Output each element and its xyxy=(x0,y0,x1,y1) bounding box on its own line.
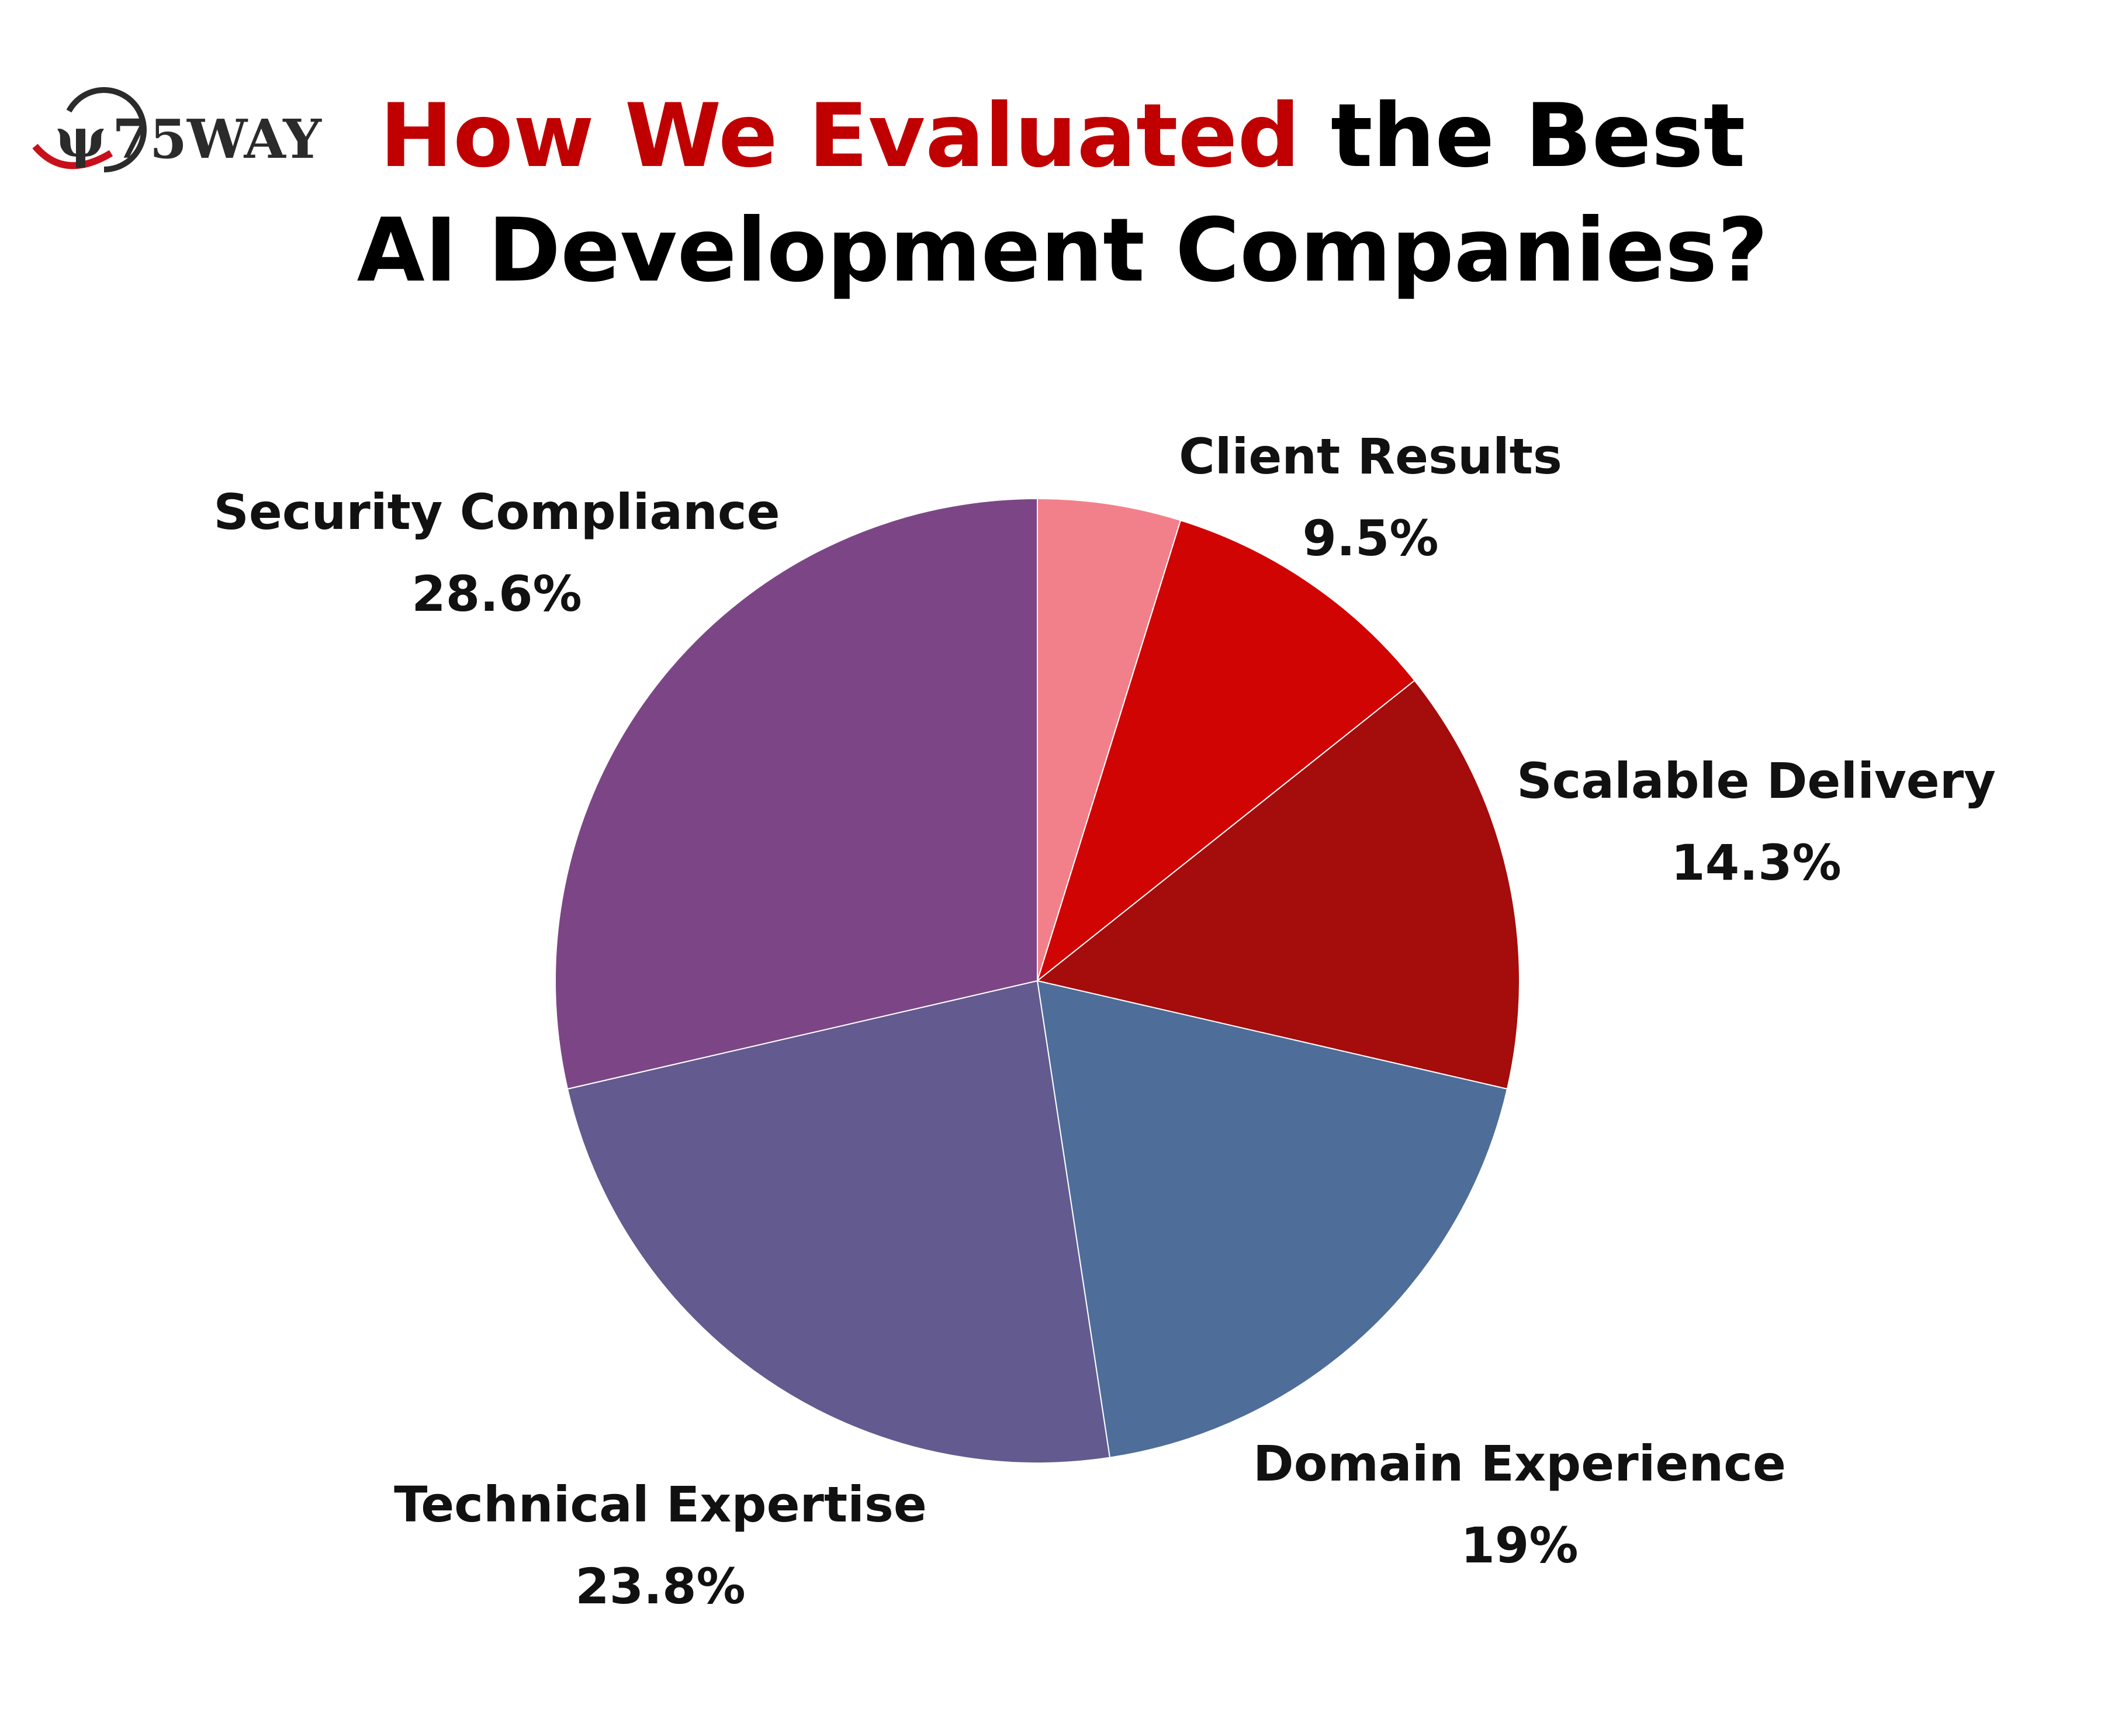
brand-logo: ψ 75WAY xyxy=(32,87,322,172)
logo-glyph-icon: ψ xyxy=(56,106,106,170)
pie-slice-unlabeled xyxy=(1037,497,1182,981)
pie-slice-domain-experience xyxy=(1036,980,1508,1458)
page-title-line-1: How We Evaluated the Best xyxy=(380,85,1746,187)
pie-slice-scalable-delivery xyxy=(1036,679,1520,1090)
pie-slice-technical-expertise xyxy=(566,980,1111,1464)
slice-value-label: 19% xyxy=(1460,1517,1578,1574)
logo-swoosh-icon xyxy=(32,144,113,170)
title-highlight: How We Evaluated xyxy=(380,85,1300,187)
slice-label: Security Compliance xyxy=(213,483,780,541)
slice-label: Client Results xyxy=(1179,428,1562,485)
pie-slices xyxy=(555,497,1520,1464)
page-title-line-2: AI Development Companies? xyxy=(357,200,1768,302)
title-rest: the Best xyxy=(1300,85,1746,187)
slice-label: Technical Expertise xyxy=(394,1476,927,1533)
pie-labels: Client Results 9.5% Scalable Delivery 14.3%… xyxy=(213,428,1996,1615)
slice-value-label: 23.8% xyxy=(575,1558,745,1615)
slice-value-label: 14.3% xyxy=(1671,834,1841,891)
slice-value-label: 9.5% xyxy=(1303,510,1439,567)
pie-slice-client-results xyxy=(1036,519,1415,983)
pie-slice-security-compliance xyxy=(555,497,1038,1090)
logo-wordmark: 75WAY xyxy=(112,108,322,171)
logo-ring-icon xyxy=(66,87,147,172)
slice-label: Domain Experience xyxy=(1253,1435,1786,1492)
slice-label: Scalable Delivery xyxy=(1517,752,1996,810)
slice-value-label: 28.6% xyxy=(411,565,582,623)
